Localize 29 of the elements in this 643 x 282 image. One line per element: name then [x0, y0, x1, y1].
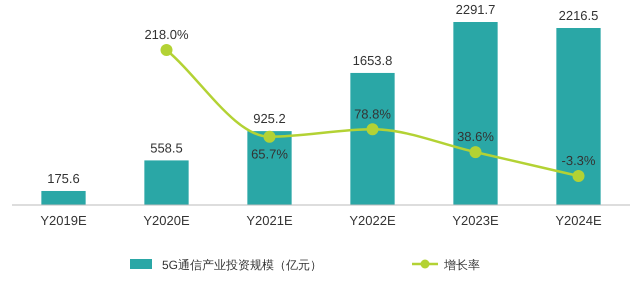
x-tick-label: Y2022E — [349, 213, 396, 228]
data-label: 218.0% — [144, 27, 189, 42]
legend-label: 5G通信产业投资规模（亿元） — [162, 258, 322, 272]
legend-label: 增长率 — [443, 258, 480, 272]
point — [470, 146, 482, 158]
x-tick-label: Y2023E — [452, 213, 499, 228]
bar — [144, 160, 189, 205]
x-tick-label: Y2019E — [40, 213, 87, 228]
data-label: 65.7% — [251, 146, 288, 162]
data-label: 925.2 — [253, 111, 286, 126]
data-label: 2291.7 — [456, 2, 496, 17]
bar — [350, 72, 395, 205]
data-label: 38.6% — [457, 129, 494, 144]
bar — [41, 190, 86, 205]
bar — [556, 28, 601, 205]
data-label: 175.6 — [47, 170, 80, 186]
point — [160, 44, 172, 56]
x-tick-label: Y2024E — [555, 213, 602, 228]
data-label: 2216.5 — [558, 8, 598, 24]
bar — [453, 22, 498, 205]
x-tick-label: Y2020E — [143, 213, 190, 228]
point — [366, 123, 378, 136]
point — [572, 170, 584, 182]
data-label: 558.5 — [150, 140, 183, 156]
point — [264, 130, 276, 143]
data-label: 78.8% — [354, 106, 392, 122]
x-tick-label: Y2021E — [246, 213, 293, 228]
data-label: -3.3% — [562, 153, 596, 168]
data-label: 1653.8 — [352, 52, 392, 68]
